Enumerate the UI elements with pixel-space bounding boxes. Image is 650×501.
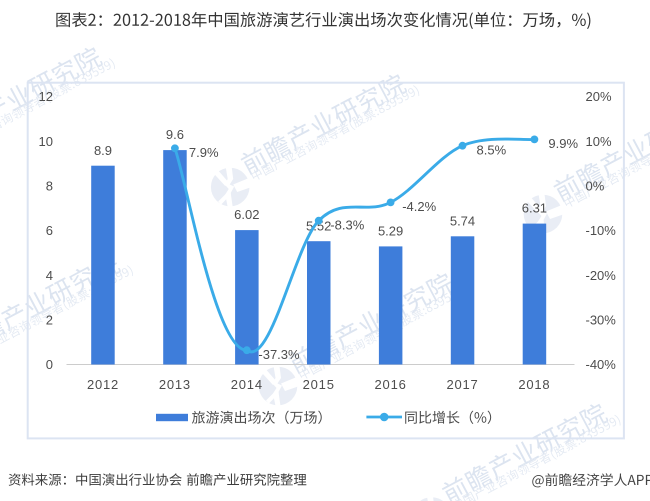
svg-text:9.9%: 9.9% — [548, 136, 578, 151]
svg-text:2017: 2017 — [446, 377, 478, 392]
svg-text:-10%: -10% — [586, 223, 617, 238]
svg-text:-40%: -40% — [586, 357, 617, 372]
svg-text:6: 6 — [46, 223, 53, 238]
svg-text:8.5%: 8.5% — [477, 142, 507, 157]
svg-text:2018: 2018 — [518, 377, 550, 392]
svg-text:2016: 2016 — [375, 377, 407, 392]
svg-text:8: 8 — [46, 178, 53, 193]
svg-text:2012: 2012 — [87, 377, 119, 392]
svg-text:-30%: -30% — [586, 312, 617, 327]
svg-text:20%: 20% — [586, 89, 612, 104]
svg-text:0: 0 — [46, 357, 53, 372]
svg-text:-4.2%: -4.2% — [402, 199, 436, 214]
svg-text:-8.3%: -8.3% — [330, 217, 364, 232]
svg-text:0%: 0% — [586, 178, 605, 193]
svg-text:-37.3%: -37.3% — [258, 347, 300, 362]
svg-text:2: 2 — [46, 312, 53, 327]
svg-text:12: 12 — [39, 89, 53, 104]
svg-text:2014: 2014 — [231, 377, 263, 392]
svg-text:6.02: 6.02 — [234, 207, 259, 222]
svg-text:7.9%: 7.9% — [189, 145, 219, 160]
svg-text:10: 10 — [39, 134, 53, 149]
svg-text:10%: 10% — [586, 134, 612, 149]
svg-text:-20%: -20% — [586, 268, 617, 283]
svg-text:4: 4 — [46, 268, 53, 283]
svg-text:2013: 2013 — [159, 377, 191, 392]
svg-text:5.74: 5.74 — [450, 213, 475, 228]
svg-text:6.31: 6.31 — [522, 201, 547, 216]
svg-text:9.6: 9.6 — [166, 127, 184, 142]
svg-text:5.29: 5.29 — [378, 224, 403, 239]
svg-text:2015: 2015 — [303, 377, 335, 392]
svg-text:8.9: 8.9 — [94, 143, 112, 158]
